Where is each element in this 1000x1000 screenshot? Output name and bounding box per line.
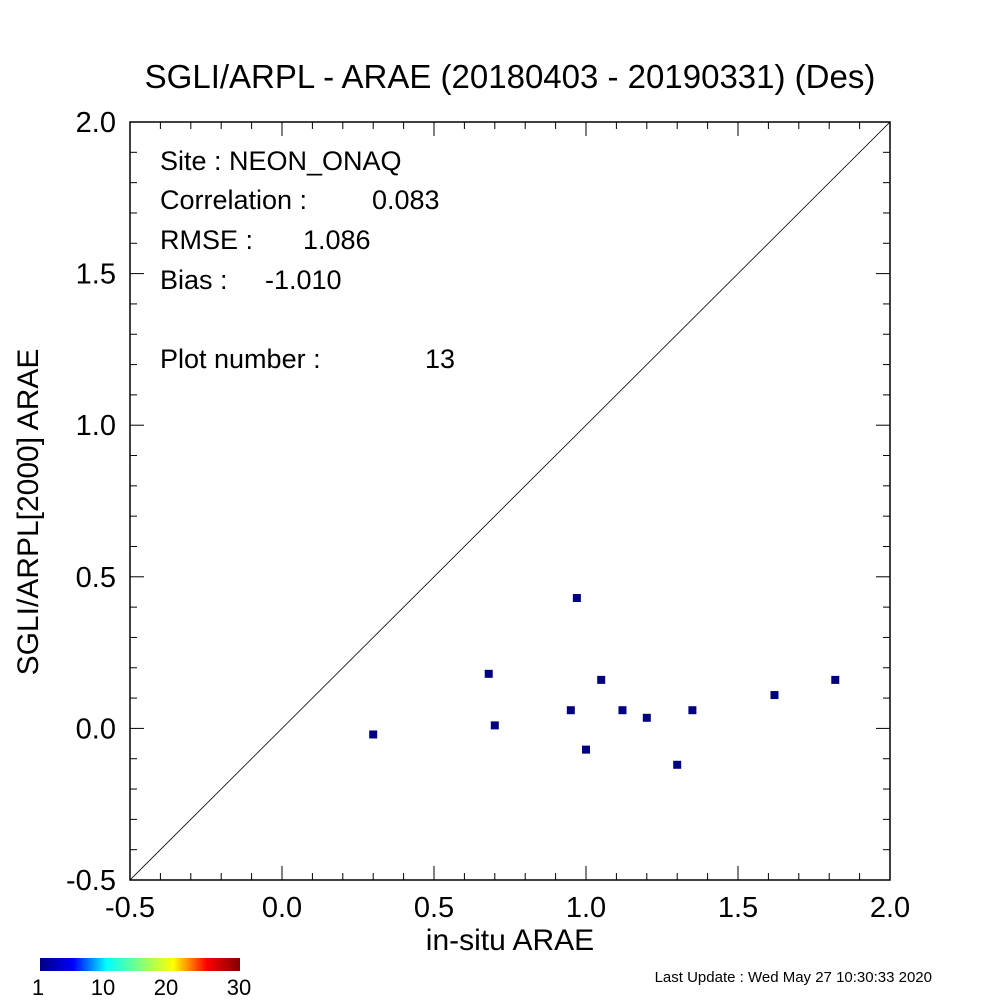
x-tick-label: 1.0: [566, 892, 606, 924]
x-tick-label: -0.5: [105, 892, 155, 924]
data-point: [770, 691, 779, 700]
stat-bias-value: -1.010: [265, 265, 342, 295]
stat-rmse-label: RMSE :: [160, 225, 253, 255]
colorbar-tick-label: 20: [154, 975, 178, 1000]
y-tick-label: 0.0: [76, 713, 116, 745]
data-point: [831, 675, 840, 684]
colorbar-tick-label: 30: [227, 975, 251, 1000]
x-tick-label: 1.5: [718, 892, 758, 924]
stats-panel: Site : NEON_ONAQ Correlation : 0.083 RMS…: [160, 146, 455, 374]
x-tick-label: 2.0: [870, 892, 910, 924]
stat-plot-number-value: 13: [425, 344, 455, 374]
y-tick-label: -0.5: [66, 865, 116, 897]
chart-title: SGLI/ARPL - ARAE (20180403 - 20190331) (…: [145, 58, 876, 95]
data-point: [642, 713, 651, 722]
x-axis-label: in-situ ARAE: [426, 924, 594, 957]
stat-correlation-value: 0.083: [372, 185, 440, 215]
x-tick-label: 0.5: [414, 892, 454, 924]
data-point: [618, 706, 627, 715]
data-points: [369, 594, 840, 769]
data-point: [369, 730, 378, 739]
y-tick-label: 0.5: [76, 562, 116, 594]
plot-frame: [129, 121, 891, 881]
y-tick-label: 2.0: [76, 107, 116, 139]
colorbar-labels: 1 10 20 30: [32, 975, 251, 1000]
data-point: [572, 594, 581, 603]
data-point: [566, 706, 575, 715]
data-point: [688, 706, 697, 715]
x-tick-label: 0.0: [262, 892, 302, 924]
stat-correlation-label: Correlation :: [160, 185, 307, 215]
last-update-text: Last Update : Wed May 27 10:30:33 2020: [655, 969, 932, 986]
y-axis-label: SGLI/ARPL[2000] ARAE: [12, 349, 45, 676]
colorbar-tick-label: 1: [32, 975, 44, 1000]
data-point: [484, 669, 493, 678]
one-to-one-line: [130, 122, 890, 880]
colorbar: [40, 958, 240, 971]
data-point: [597, 675, 606, 684]
colorbar-tick-label: 10: [91, 975, 115, 1000]
stat-plot-number-label: Plot number :: [160, 344, 321, 374]
y-tick-label: 1.0: [76, 410, 116, 442]
y-tick-label: 1.5: [76, 259, 116, 291]
stat-rmse-value: 1.086: [303, 225, 371, 255]
data-point: [582, 745, 590, 754]
data-point: [673, 760, 682, 769]
data-point: [490, 721, 499, 730]
stat-site: Site : NEON_ONAQ: [160, 146, 402, 176]
axis-tick-labels: -0.5 0.0 0.5 1.0 1.5 2.0 -0.5 0.0 0.5 1.0 1.5 2.0: [66, 107, 910, 924]
stat-bias-label: Bias :: [160, 265, 228, 295]
